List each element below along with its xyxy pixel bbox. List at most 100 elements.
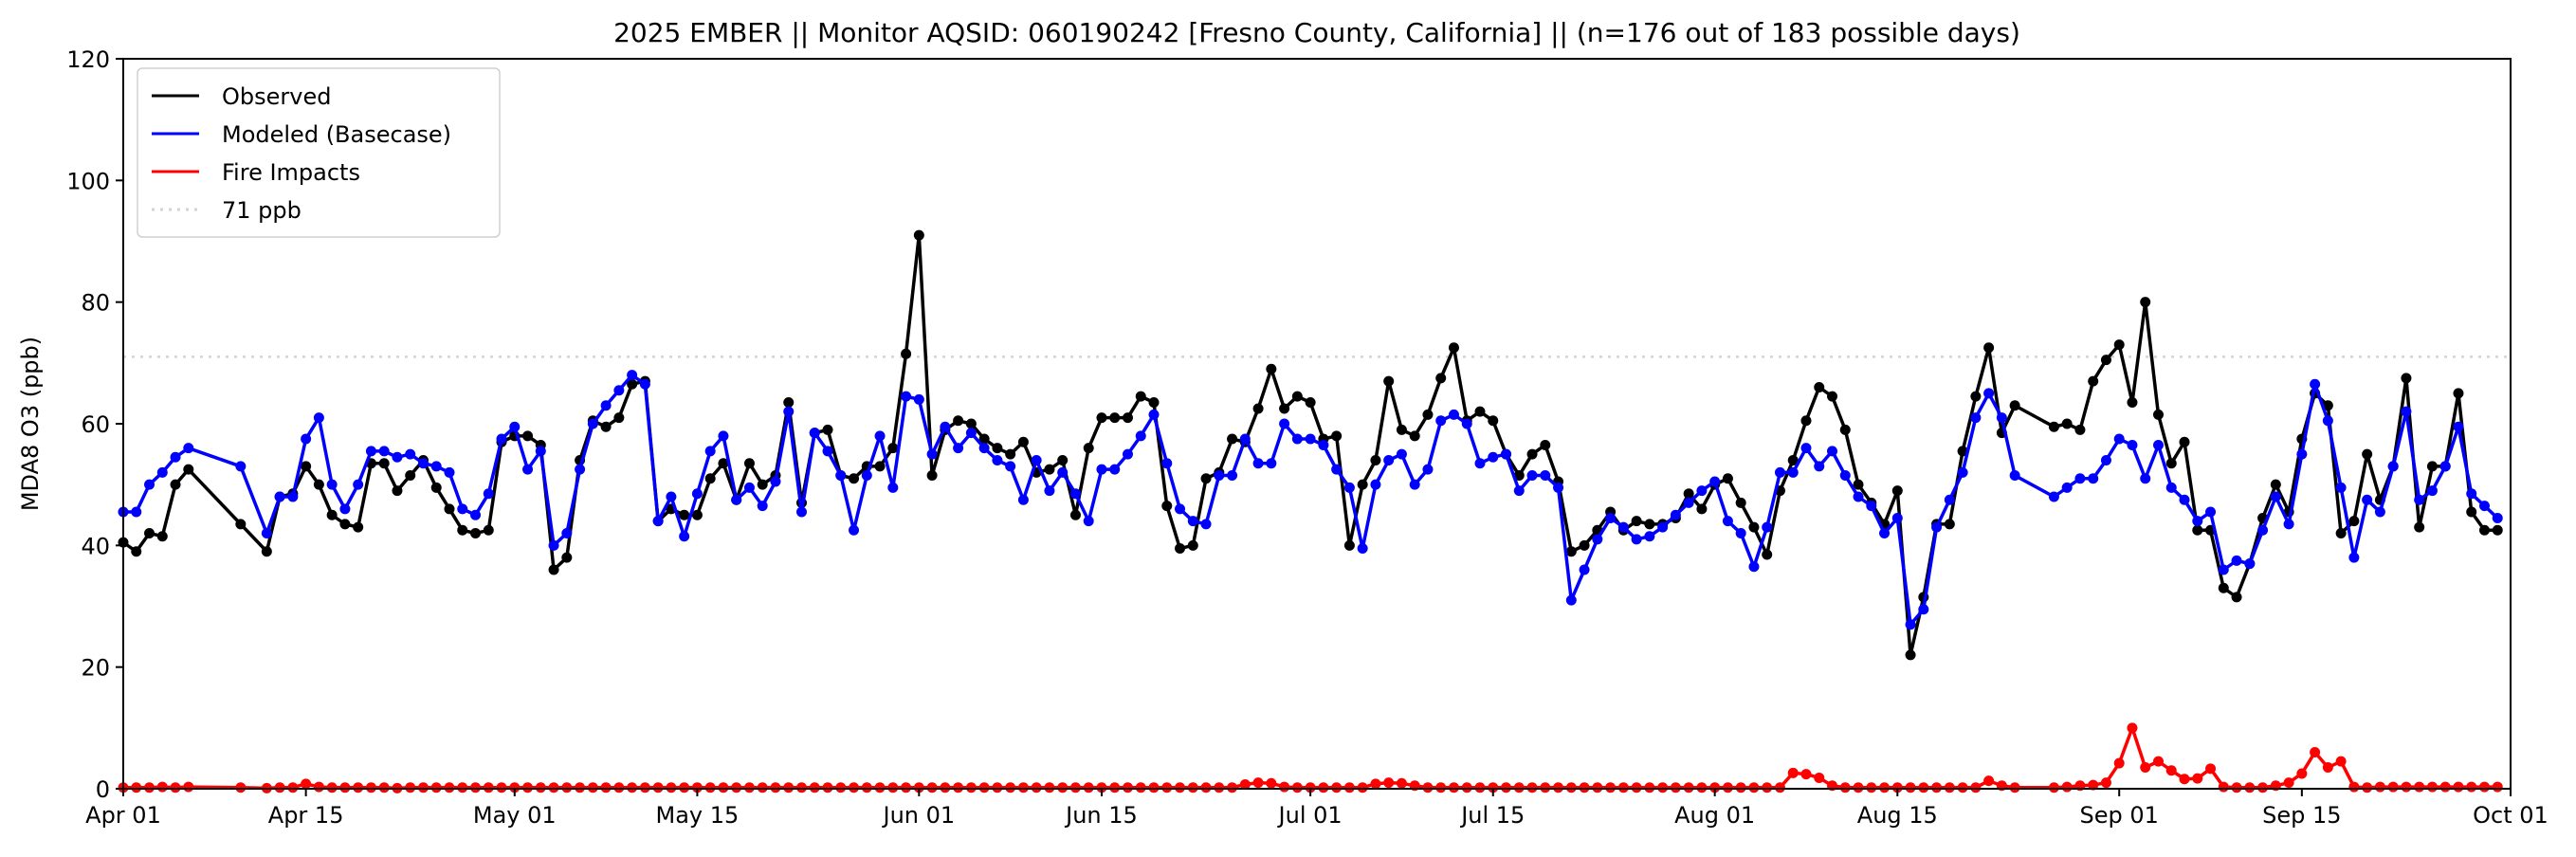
fire-impacts-point: [1017, 782, 1029, 793]
x-tick-label: May 01: [473, 802, 557, 829]
fire-impacts-point: [1748, 782, 1760, 793]
modeled-basecase-point: [1579, 564, 1590, 575]
modeled-basecase-point: [1135, 430, 1146, 442]
observed-point: [2362, 448, 2373, 460]
modeled-basecase-point: [1657, 521, 1669, 533]
modeled-basecase-point: [2192, 516, 2203, 527]
modeled-basecase-point: [913, 393, 924, 405]
modeled-basecase-point: [378, 446, 390, 457]
observed-point: [183, 464, 194, 475]
x-tick-label: Jul 15: [1459, 802, 1525, 829]
observed-point: [1631, 516, 1642, 527]
modeled-basecase-point: [953, 443, 964, 454]
fire-impacts-point: [2061, 781, 2073, 793]
observed-point: [2100, 355, 2111, 366]
y-tick-label: 60: [81, 411, 110, 438]
fire-impacts-point: [326, 782, 338, 793]
fire-impacts-point: [1122, 782, 1133, 793]
fire-impacts-point: [2231, 782, 2242, 793]
modeled-basecase-point: [1866, 501, 1877, 512]
fire-impacts-point: [2127, 722, 2138, 734]
observed-point: [1957, 446, 1968, 457]
modeled-basecase-line: [123, 373, 2499, 627]
observed-point: [378, 458, 390, 469]
fire-impacts-point: [1839, 782, 1851, 793]
y-tick-label: 120: [66, 46, 110, 73]
modeled-basecase-point: [874, 430, 886, 442]
modeled-basecase-point: [1291, 433, 1303, 445]
axes-group: 0 20 40 60 80 100 120 Apr 01 Apr 15 May 01 May 15 J…: [66, 46, 2549, 829]
fire-impacts-point: [1631, 782, 1642, 793]
modeled-basecase-point: [392, 451, 403, 463]
observed-point: [627, 378, 638, 390]
observed-point: [849, 473, 860, 484]
observed-point: [1331, 430, 1343, 442]
fire-impacts-point: [1200, 782, 1212, 793]
fire-impacts-point: [1331, 782, 1343, 793]
fire-impacts-point: [822, 782, 833, 793]
modeled-basecase-point: [1187, 516, 1198, 527]
modeled-basecase-point: [1279, 418, 1290, 429]
modeled-basecase-point: [1827, 446, 1838, 457]
fire-impacts-point: [575, 782, 586, 793]
observed-point: [2231, 592, 2242, 603]
observed-point: [2048, 421, 2059, 432]
fire-impacts-point: [2453, 781, 2464, 793]
observed-point: [1279, 403, 1290, 414]
fire-impacts-point: [1175, 782, 1186, 793]
modeled-basecase-point: [1083, 516, 1094, 527]
fire-impacts-point: [1383, 777, 1395, 789]
fire-impacts-point: [795, 782, 807, 793]
modeled-basecase-point: [261, 528, 272, 538]
fire-impacts-point: [1096, 782, 1107, 793]
fire-impacts-point: [2257, 782, 2269, 793]
modeled-basecase-point: [183, 443, 194, 454]
modeled-basecase-point: [835, 470, 847, 482]
modeled-basecase-point: [301, 433, 312, 445]
fire-impacts-point: [1109, 782, 1121, 793]
observed-point: [131, 546, 142, 557]
modeled-basecase-point: [2439, 461, 2451, 472]
modeled-basecase-point: [2322, 415, 2333, 427]
modeled-basecase-point: [926, 448, 938, 460]
observed-point: [235, 519, 247, 530]
x-tick-label: Sep 01: [2080, 802, 2159, 829]
modeled-basecase-point: [1565, 594, 1577, 606]
observed-point: [783, 397, 795, 409]
fire-impacts-point: [2165, 765, 2177, 776]
modeled-basecase-point: [131, 506, 142, 518]
fire-impacts-point: [1944, 782, 1955, 793]
observed-point: [548, 564, 559, 575]
x-tick-label: Jul 01: [1277, 802, 1343, 829]
observed-point: [2113, 339, 2125, 351]
observed-point: [1474, 406, 1486, 417]
modeled-basecase-point: [849, 524, 860, 536]
modeled-basecase-point: [1631, 534, 1642, 545]
observed-point: [2127, 397, 2138, 409]
modeled-basecase-point: [1735, 528, 1746, 538]
fire-impacts-point: [378, 782, 390, 793]
x-tick-label: May 15: [656, 802, 740, 829]
fire-impacts-point: [1148, 782, 1160, 793]
modeled-basecase-point: [444, 466, 455, 478]
modeled-basecase-point: [2387, 461, 2399, 472]
fire-impacts-point: [2140, 762, 2151, 774]
observed-point: [913, 229, 924, 241]
observed-point: [2492, 524, 2503, 536]
modeled-basecase-point: [1891, 512, 1903, 523]
observed-point: [1683, 488, 1694, 500]
modeled-basecase-point: [470, 509, 482, 520]
observed-point: [1357, 479, 1368, 490]
observed-point: [2335, 528, 2347, 538]
fire-impacts-point: [444, 782, 455, 793]
fire-impacts-point: [1187, 782, 1198, 793]
observed-point: [170, 479, 181, 490]
modeled-basecase-point: [901, 391, 912, 402]
observed-point: [1057, 455, 1069, 465]
fire-impacts-point: [1214, 782, 1225, 793]
fire-impacts-point: [587, 782, 598, 793]
modeled-basecase-point: [2492, 512, 2503, 523]
modeled-basecase-point: [2061, 482, 2073, 493]
modeled-basecase-point: [2374, 506, 2385, 518]
observed-point: [1748, 521, 1760, 533]
